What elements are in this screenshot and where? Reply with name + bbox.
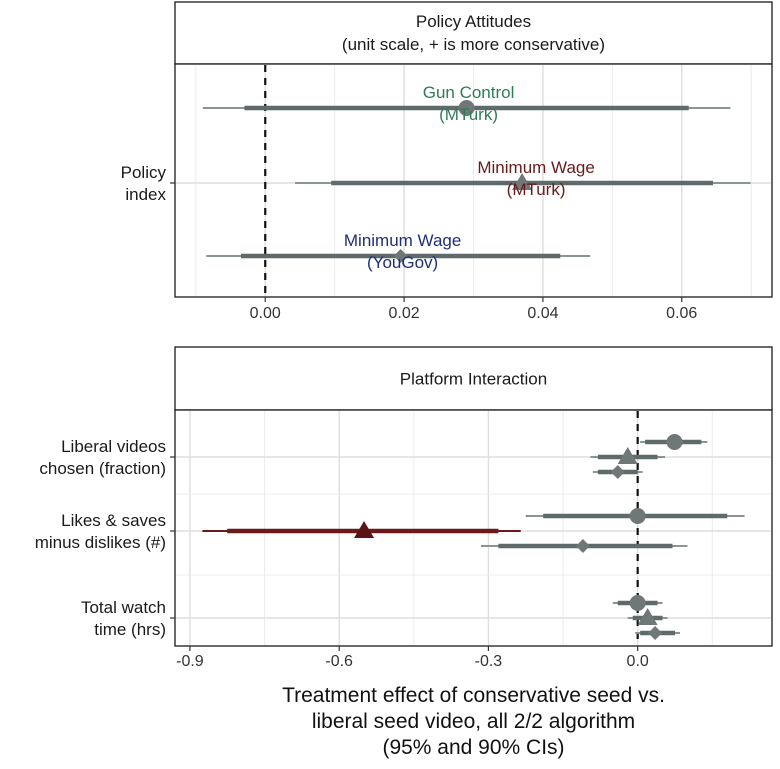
row-label: Total watch	[81, 598, 166, 617]
estimate-point	[629, 595, 646, 611]
series-label: Gun Control	[423, 83, 515, 102]
row-label: Liberal videos	[61, 437, 166, 456]
x-axis-title: liberal seed video, all 2/2 algorithm	[312, 710, 635, 733]
estimate-point	[575, 539, 590, 553]
x-tick-label: -0.6	[325, 653, 353, 670]
x-axis-title: Treatment effect of conservative seed vs…	[282, 684, 665, 707]
x-tick-label: 0.0	[627, 653, 649, 670]
panel-header	[174, 346, 773, 411]
panel-subtitle: (unit scale, + is more conservative)	[342, 35, 605, 54]
estimate-point	[512, 173, 533, 190]
series-label: Minimum Wage	[344, 231, 461, 250]
x-tick-label: -0.9	[176, 653, 204, 670]
panel-header	[174, 1, 773, 65]
estimate-point	[648, 626, 663, 640]
x-axis-title: (95% and 90% CIs)	[382, 736, 564, 759]
x-tick-label: 0.02	[389, 305, 420, 322]
x-tick-label: 0.04	[527, 305, 558, 322]
row-label: Likes & saves	[61, 511, 166, 530]
panel-title: Platform Interaction	[400, 370, 547, 389]
estimate-point	[629, 508, 646, 524]
x-tick-label: -0.3	[475, 653, 503, 670]
estimate-point	[458, 100, 475, 116]
estimate-point	[393, 249, 408, 263]
estimate-point	[610, 465, 625, 479]
row-label: minus dislikes (#)	[35, 533, 166, 552]
series-label: (MTurk)	[439, 105, 498, 124]
estimate-point	[666, 434, 683, 450]
x-tick-label: 0.06	[666, 305, 697, 322]
estimate-point	[354, 521, 375, 538]
row-label: time (hrs)	[94, 620, 166, 639]
estimate-point	[617, 447, 638, 464]
series-label: (MTurk)	[507, 180, 566, 199]
series-label: Minimum Wage	[477, 158, 594, 177]
row-label: index	[125, 185, 166, 204]
row-label: Policy	[121, 163, 167, 182]
series-label: (YouGov)	[367, 253, 438, 272]
estimate-point	[637, 608, 658, 625]
x-tick-label: 0.00	[250, 305, 281, 322]
row-label: chosen (fraction)	[39, 459, 166, 478]
panel-title: Policy Attitudes	[416, 12, 531, 31]
